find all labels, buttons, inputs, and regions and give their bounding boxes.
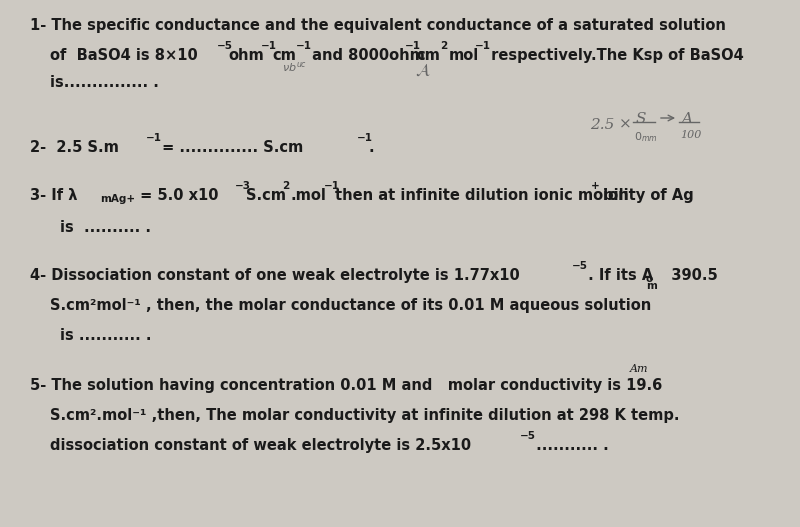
Text: dissociation constant of weak electrolyte is 2.5x10: dissociation constant of weak electrolyt…: [50, 438, 471, 453]
Text: A: A: [681, 112, 692, 126]
Text: −3: −3: [235, 181, 251, 191]
Text: o: o: [646, 274, 654, 284]
Text: 2: 2: [282, 181, 290, 191]
Text: −1: −1: [405, 41, 421, 51]
Text: is  .......... .: is .......... .: [60, 220, 151, 235]
Text: 2-  2.5 S.m: 2- 2.5 S.m: [30, 140, 119, 155]
Text: and 8000ohm: and 8000ohm: [307, 48, 425, 63]
Text: Am: Am: [630, 364, 649, 374]
Text: . If its A: . If its A: [583, 268, 654, 283]
Text: 3- If λ: 3- If λ: [30, 188, 78, 203]
Text: $\mathcal{A}$: $\mathcal{A}$: [415, 62, 430, 79]
Text: S.cm: S.cm: [246, 188, 286, 203]
Text: −1: −1: [324, 181, 340, 191]
Text: cm: cm: [272, 48, 296, 63]
Text: S.cm².mol⁻¹ ,then, The molar conductivity at infinite dilution at 298 K temp.: S.cm².mol⁻¹ ,then, The molar conductivit…: [50, 408, 679, 423]
Text: 5- The solution having concentration 0.01 M and   molar conductivity is 19.6: 5- The solution having concentration 0.0…: [30, 378, 662, 393]
Text: −1: −1: [357, 133, 373, 143]
Text: respectively.The Ksp of BaSO4: respectively.The Ksp of BaSO4: [486, 48, 744, 63]
Text: $0_{mm}$: $0_{mm}$: [634, 130, 658, 144]
Text: −1: −1: [475, 41, 491, 51]
Text: .mol: .mol: [290, 188, 326, 203]
Text: m: m: [646, 281, 657, 291]
Text: .: .: [368, 140, 374, 155]
Text: mAg+: mAg+: [100, 194, 135, 204]
Text: is ........... .: is ........... .: [60, 328, 151, 343]
Text: ........... .: ........... .: [531, 438, 609, 453]
Text: ×: ×: [619, 118, 632, 132]
Text: ion: ion: [598, 188, 629, 203]
Text: 4- Dissociation constant of one weak electrolyte is 1.77x10: 4- Dissociation constant of one weak ele…: [30, 268, 520, 283]
Text: ohm: ohm: [228, 48, 264, 63]
Text: of  BaSO4 is 8×10: of BaSO4 is 8×10: [50, 48, 198, 63]
Text: 2.5: 2.5: [590, 118, 614, 132]
Text: +: +: [591, 181, 600, 191]
Text: −5: −5: [572, 261, 588, 271]
Text: is............... .: is............... .: [50, 75, 159, 90]
Text: 2: 2: [440, 41, 447, 51]
Text: −1: −1: [296, 41, 312, 51]
Text: 390.5: 390.5: [656, 268, 718, 283]
Text: 1- The specific conductance and the equivalent conductance of a saturated soluti: 1- The specific conductance and the equi…: [30, 18, 726, 33]
Text: cm: cm: [416, 48, 440, 63]
Text: = 5.0 x10: = 5.0 x10: [135, 188, 218, 203]
Text: S.cm²mol⁻¹ , then, the molar conductance of its 0.01 M aqueous solution: S.cm²mol⁻¹ , then, the molar conductance…: [50, 298, 651, 313]
Text: then at infinite dilution ionic mobility of Ag: then at infinite dilution ionic mobility…: [335, 188, 694, 203]
Text: $\nu b^{uc}$: $\nu b^{uc}$: [282, 60, 307, 74]
Text: −1: −1: [146, 133, 162, 143]
Text: −5: −5: [520, 431, 536, 441]
Text: = .............. S.cm: = .............. S.cm: [157, 140, 303, 155]
Text: −5: −5: [217, 41, 233, 51]
Text: 100: 100: [680, 130, 702, 140]
Text: mol: mol: [449, 48, 479, 63]
Text: −1: −1: [261, 41, 277, 51]
Text: S: S: [636, 112, 646, 126]
